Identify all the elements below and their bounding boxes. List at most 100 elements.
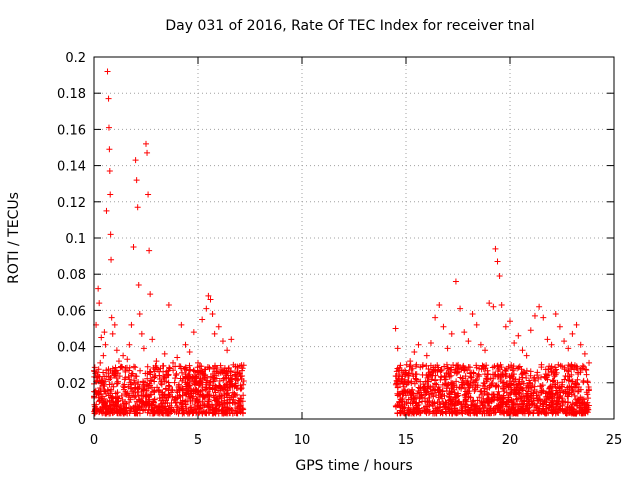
data-point [408, 394, 415, 401]
data-point [466, 364, 473, 371]
data-point [446, 405, 453, 412]
data-point [518, 378, 525, 385]
data-point [440, 400, 447, 407]
data-point [114, 408, 121, 415]
data-point [448, 330, 455, 337]
data-point [445, 402, 452, 409]
data-point [442, 374, 449, 381]
data-point [514, 410, 521, 417]
data-point [113, 347, 120, 354]
data-point [510, 371, 517, 378]
x-axis-label: GPS time / hours [295, 458, 412, 474]
data-point [132, 393, 139, 400]
data-point [201, 402, 208, 409]
data-point [463, 398, 470, 405]
data-point [491, 393, 498, 400]
data-point [231, 369, 238, 376]
data-point [436, 388, 443, 395]
data-point [98, 408, 105, 415]
data-point [415, 402, 422, 409]
data-point [547, 365, 554, 372]
data-point [426, 371, 433, 378]
data-point [94, 377, 101, 384]
data-point [552, 311, 559, 318]
data-point [135, 282, 142, 289]
data-point [224, 347, 231, 354]
data-point [147, 377, 154, 384]
data-point [92, 370, 99, 377]
data-point [172, 375, 179, 382]
data-point [526, 409, 533, 416]
data-point [572, 381, 579, 388]
data-point [144, 370, 151, 377]
data-point [196, 367, 203, 374]
data-point [577, 341, 584, 348]
data-point [554, 401, 561, 408]
data-point [549, 377, 556, 384]
data-point [228, 336, 235, 343]
data-point [187, 385, 194, 392]
data-point [410, 398, 417, 405]
data-point [92, 407, 99, 414]
data-point [524, 390, 531, 397]
data-point [412, 371, 419, 378]
data-point [232, 407, 239, 414]
data-point [403, 399, 410, 406]
data-point [573, 363, 580, 370]
data-point [125, 394, 132, 401]
data-point [518, 394, 525, 401]
data-point [123, 404, 130, 411]
data-point [423, 362, 430, 369]
data-point [201, 366, 208, 373]
data-point [130, 377, 137, 384]
data-point [544, 376, 551, 383]
data-point [473, 362, 480, 369]
chart-title: Day 031 of 2016, Rate Of TEC Index for r… [165, 18, 534, 34]
data-point [394, 345, 401, 352]
data-point [238, 367, 245, 374]
data-point [585, 395, 592, 402]
data-point [478, 399, 485, 406]
data-point [124, 410, 131, 417]
data-point [232, 363, 239, 370]
x-tick-label: 15 [398, 433, 415, 448]
data-point [211, 330, 218, 337]
data-point [128, 384, 135, 391]
data-point [472, 386, 479, 393]
data-point [153, 358, 160, 365]
data-point [182, 376, 189, 383]
data-point [202, 410, 209, 417]
data-point [182, 341, 189, 348]
data-point [133, 177, 140, 184]
data-point [182, 364, 189, 371]
data-point [571, 410, 578, 417]
data-point [117, 402, 124, 409]
y-tick-label: 0.16 [57, 123, 86, 138]
data-point [221, 367, 228, 374]
data-point [559, 395, 566, 402]
data-point [434, 368, 441, 375]
data-point [134, 204, 141, 211]
data-point [437, 368, 444, 375]
data-point [185, 382, 192, 389]
data-point [114, 378, 121, 385]
data-point [462, 394, 469, 401]
data-points [91, 68, 593, 417]
data-point [146, 410, 153, 417]
data-point [103, 373, 110, 380]
data-point [197, 378, 204, 385]
data-point [163, 394, 170, 401]
data-point [148, 377, 155, 384]
data-point [205, 392, 212, 399]
data-point [169, 393, 176, 400]
data-point [482, 347, 489, 354]
data-point [454, 399, 461, 406]
data-point [134, 410, 141, 417]
data-point [461, 391, 468, 398]
data-point [439, 395, 446, 402]
data-point [224, 399, 231, 406]
data-point [100, 352, 107, 359]
data-point [549, 384, 556, 391]
data-point [535, 409, 542, 416]
tick-labels: 0 0.02 0.04 0.06 0.08 0.1 0.12 0.14 0.16 0.18 0.2 0… [57, 51, 622, 448]
